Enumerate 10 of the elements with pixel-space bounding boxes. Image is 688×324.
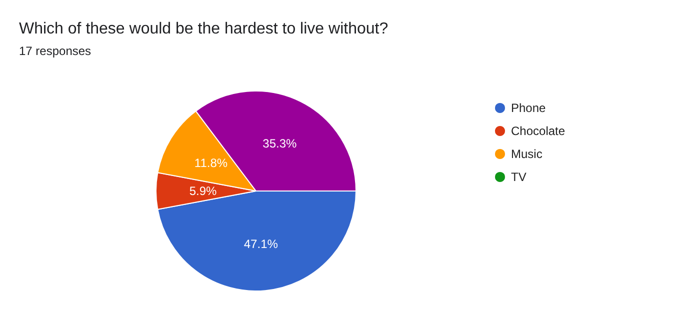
data-label: 35.3% [262,136,298,151]
legend-label: Chocolate [511,124,566,138]
data-label: 5.9% [189,184,217,198]
chart-title: Which of these would be the hardest to live without? [19,20,388,38]
legend-label: Music [511,147,542,161]
data-label: 47.1% [244,236,278,251]
legend-label: TV [511,170,526,184]
text: 17 responses [19,44,92,58]
data-label: 11.8% [194,156,228,170]
legend-label: Phone [511,101,546,115]
